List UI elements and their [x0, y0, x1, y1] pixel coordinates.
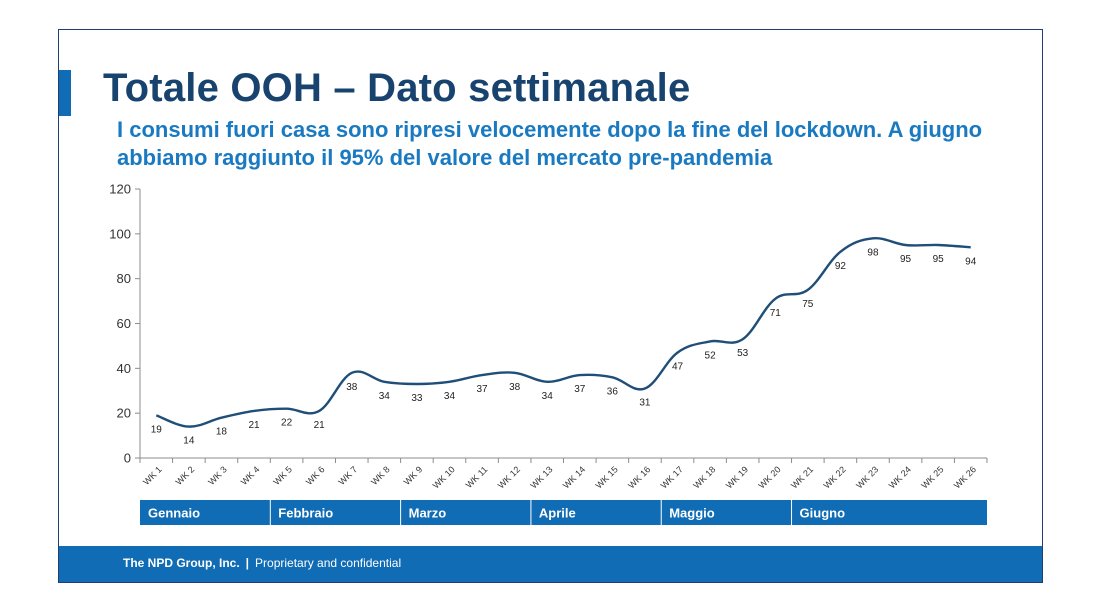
data-label: 95 — [933, 254, 945, 265]
x-tick-label: WK 3 — [206, 464, 229, 487]
x-tick-label: WK 18 — [691, 464, 717, 490]
x-tick-label: WK 11 — [464, 464, 490, 490]
month-band-segment — [400, 500, 531, 525]
month-band-segment — [661, 500, 792, 525]
data-label: 75 — [802, 299, 814, 310]
weekly-line-chart: 0 20 40 60 80 100 120 WK 1 WK 2 WK 3 WK 4 WK 5 WK 6… — [109, 182, 988, 525]
y-tick-label: 120 — [109, 182, 131, 197]
y-axis: 0 20 40 60 80 100 120 — [109, 182, 141, 466]
x-tick-label: WK 19 — [724, 464, 750, 490]
y-tick-label: 0 — [124, 451, 131, 466]
x-tick-label: WK 1 — [141, 464, 164, 487]
x-tick-label: WK 20 — [756, 464, 782, 490]
month-band-segment — [530, 500, 662, 525]
data-label: 31 — [639, 398, 651, 409]
data-label: 95 — [900, 254, 912, 265]
x-tick-label: WK 7 — [337, 464, 360, 487]
slide-subtitle: I consumi fuori casa sono ripresi veloce… — [117, 117, 983, 170]
data-label: 71 — [770, 308, 782, 319]
month-band-segment — [140, 500, 271, 525]
data-label: 21 — [248, 420, 260, 431]
x-tick-label: WK 5 — [271, 464, 294, 487]
data-label: 38 — [346, 382, 358, 393]
footer-company: The NPD Group, Inc. — [123, 556, 240, 570]
x-tick-label: WK 8 — [369, 464, 392, 487]
month-label: Febbraio — [278, 506, 333, 521]
series-line — [155, 236, 971, 428]
footer-separator: | — [245, 556, 250, 570]
y-tick-label: 20 — [117, 406, 131, 421]
data-label: 53 — [737, 348, 749, 359]
x-tick-label: WK 14 — [561, 464, 587, 490]
month-label: Aprile — [539, 506, 576, 521]
month-band: Gennaio Febbraio Marzo Aprile Maggio Giugno — [140, 500, 987, 525]
x-tick-label: WK 17 — [659, 464, 685, 490]
data-label: 37 — [476, 384, 488, 395]
data-label: 34 — [379, 391, 391, 402]
month-label: Gennaio — [148, 506, 200, 521]
data-label: 33 — [411, 393, 423, 404]
x-tick-label: WK 25 — [919, 464, 945, 490]
x-tick-label: WK 26 — [952, 464, 978, 490]
data-label: 18 — [216, 427, 228, 438]
y-tick-label: 60 — [117, 316, 131, 331]
x-tick-label: WK 23 — [854, 464, 880, 490]
footer-text: The NPD Group, Inc. | Proprietary and conf… — [123, 556, 401, 570]
x-axis: WK 1 WK 2 WK 3 WK 4 WK 5 WK 6 WK 7 WK 8 WK 9 WK 1… — [139, 457, 988, 491]
x-tick-label: WK 13 — [528, 464, 554, 490]
slide: Totale OOH – Dato settimanale I consumi … — [58, 29, 1043, 583]
data-label: 37 — [574, 384, 586, 395]
x-tick-label: WK 9 — [402, 464, 425, 487]
x-tick-label: WK 12 — [496, 464, 522, 490]
month-label: Maggio — [669, 506, 715, 521]
data-label: 38 — [509, 382, 521, 393]
month-label: Giugno — [800, 506, 846, 521]
data-label: 21 — [314, 420, 326, 431]
title-accent-bar — [59, 70, 71, 116]
y-tick-label: 40 — [117, 361, 131, 376]
data-label: 34 — [542, 391, 554, 402]
data-label: 92 — [835, 261, 847, 272]
slide-title: Totale OOH – Dato settimanale — [103, 66, 691, 110]
data-labels: 19 14 18 21 22 21 38 34 33 34 37 38 34 37 36 31 47 52 53 71… — [151, 247, 977, 446]
data-label: 19 — [151, 424, 163, 435]
data-label: 34 — [444, 391, 456, 402]
data-label: 94 — [965, 256, 977, 267]
data-label: 14 — [183, 436, 195, 447]
month-label: Marzo — [409, 506, 447, 521]
x-tick-label: WK 21 — [789, 464, 815, 490]
data-label: 47 — [672, 362, 684, 373]
x-tick-label: WK 15 — [594, 464, 620, 490]
data-label: 22 — [281, 418, 293, 429]
data-label: 36 — [607, 386, 619, 397]
x-tick-label: WK 2 — [174, 464, 197, 487]
footer: The NPD Group, Inc. | Proprietary and conf… — [59, 546, 1042, 582]
x-tick-label: WK 24 — [887, 464, 913, 490]
y-tick-label: 80 — [117, 271, 131, 286]
x-tick-label: WK 10 — [431, 464, 457, 490]
data-label: 52 — [705, 350, 717, 361]
x-tick-label: WK 22 — [822, 464, 848, 490]
x-tick-label: WK 6 — [304, 464, 327, 487]
month-band-segment — [791, 500, 987, 525]
x-tick-label: WK 16 — [626, 464, 652, 490]
footer-note: Proprietary and confidential — [255, 556, 402, 570]
month-band-segment — [270, 500, 401, 525]
x-tick-label: WK 4 — [239, 464, 262, 487]
y-tick-label: 100 — [109, 226, 131, 241]
data-label: 98 — [867, 247, 879, 258]
